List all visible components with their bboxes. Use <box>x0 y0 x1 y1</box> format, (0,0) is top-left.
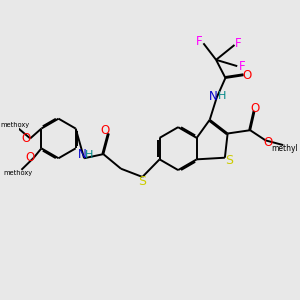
Text: methyl: methyl <box>271 144 298 153</box>
Text: O: O <box>250 102 259 115</box>
Text: N: N <box>77 148 86 161</box>
Text: F: F <box>196 35 203 48</box>
Text: methoxy: methoxy <box>0 122 29 128</box>
Text: methoxy: methoxy <box>4 169 33 175</box>
Text: S: S <box>138 175 146 188</box>
Text: N: N <box>209 90 218 103</box>
Text: O: O <box>22 132 31 145</box>
Text: H: H <box>218 91 226 101</box>
Text: S: S <box>225 154 233 167</box>
Text: O: O <box>25 151 34 164</box>
Text: F: F <box>235 37 242 50</box>
Text: H: H <box>85 150 93 160</box>
Text: O: O <box>242 69 252 82</box>
Text: O: O <box>100 124 109 137</box>
Text: F: F <box>239 60 245 73</box>
Text: O: O <box>264 136 273 149</box>
